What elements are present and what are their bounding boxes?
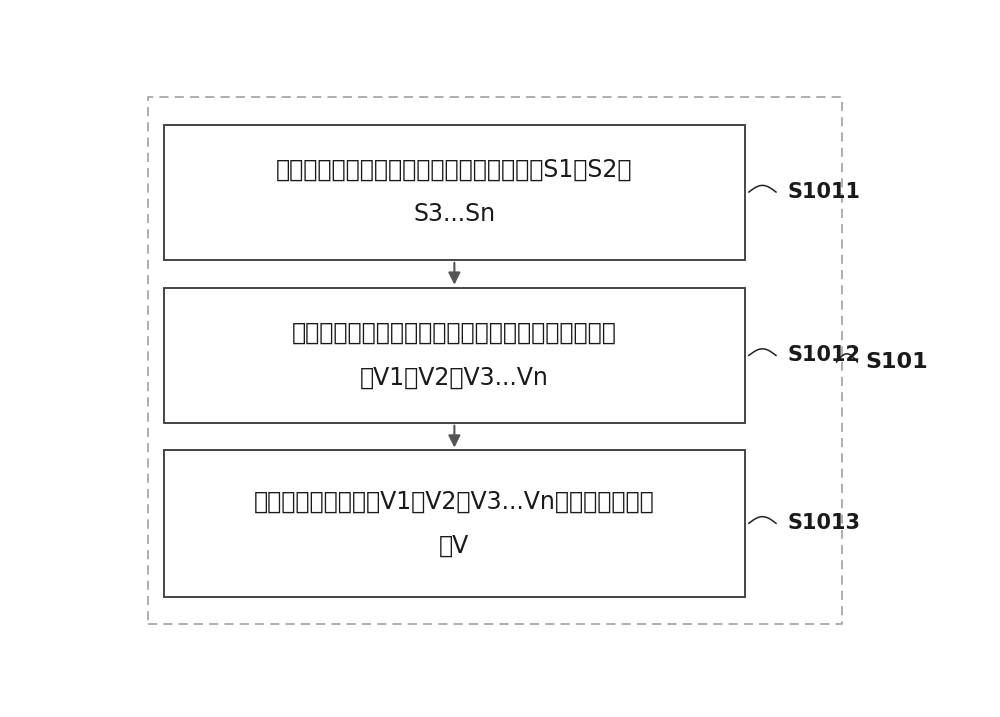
Text: 望V: 望V — [439, 533, 470, 558]
Text: 确定所述参与方以不同顺序加入联合模型的参与方收: 确定所述参与方以不同顺序加入联合模型的参与方收 — [292, 321, 617, 345]
Text: S3...Sn: S3...Sn — [413, 202, 495, 227]
Text: S1012: S1012 — [788, 346, 861, 366]
Text: 将所述参与方加入联合模型的不同顺序标记S1、S2、: 将所述参与方加入联合模型的不同顺序标记S1、S2、 — [276, 158, 633, 182]
Text: S1013: S1013 — [788, 513, 861, 533]
Text: S101: S101 — [865, 352, 928, 372]
FancyBboxPatch shape — [164, 125, 745, 260]
FancyBboxPatch shape — [164, 288, 745, 423]
FancyBboxPatch shape — [164, 450, 745, 597]
Text: 益V1、V2、V3...Vn: 益V1、V2、V3...Vn — [360, 365, 549, 389]
Text: 基于所述参与方收益V1、V2、V3...Vn确定所述数学期: 基于所述参与方收益V1、V2、V3...Vn确定所述数学期 — [254, 490, 655, 513]
Text: S1011: S1011 — [788, 182, 861, 202]
